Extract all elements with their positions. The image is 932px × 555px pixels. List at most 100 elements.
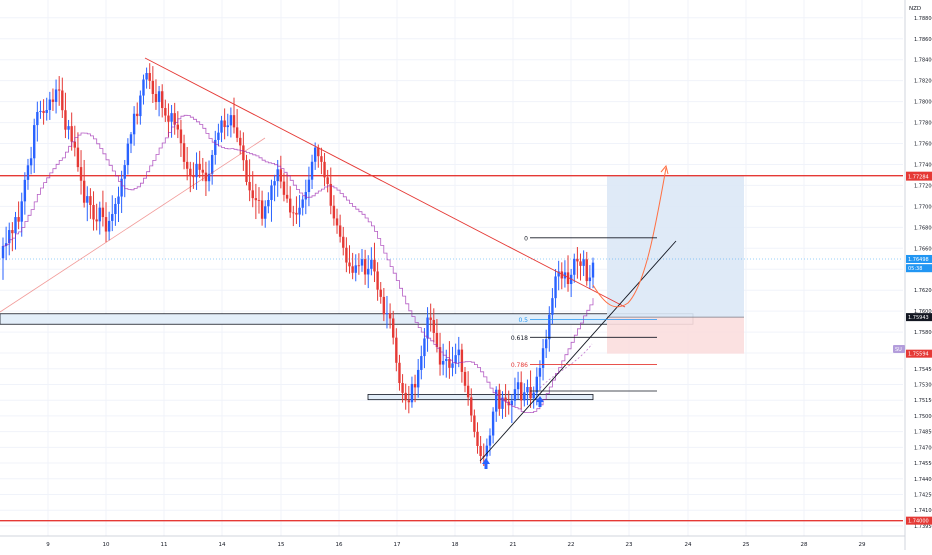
candle-body: [376, 271, 379, 290]
candle-body: [1, 245, 5, 259]
candle-body: [395, 337, 398, 363]
candle-body: [245, 160, 248, 182]
candle-body: [388, 313, 392, 319]
candle-body: [254, 198, 258, 201]
candle-body: [73, 141, 76, 148]
candle-body: [544, 339, 548, 349]
candle-body: [398, 362, 401, 384]
candle-body: [317, 147, 320, 157]
candle-body: [520, 382, 523, 401]
candle-body: [192, 176, 195, 178]
candle-body: [313, 147, 317, 162]
y-tick-label: 1.78000: [914, 100, 932, 106]
candle-body: [26, 165, 30, 180]
candle-body: [470, 397, 473, 416]
y-tick-label: 1.75800: [914, 330, 932, 336]
candle-body: [382, 296, 386, 315]
y-tick-label: 1.75150: [914, 398, 932, 404]
candle-body: [8, 230, 11, 244]
y-tick-label: 1.74700: [914, 445, 932, 451]
candle-body: [504, 397, 507, 402]
ascending-trendline: [479, 240, 677, 462]
candle-body: [76, 147, 80, 168]
price-tag-label: 1.77284: [908, 175, 929, 181]
candle-body: [566, 272, 570, 285]
candle-body: [345, 247, 348, 263]
candle-body: [379, 289, 382, 297]
candle-body: [86, 196, 89, 203]
candle-body: [264, 206, 267, 219]
price-tag-box: [906, 264, 932, 273]
candle-body: [101, 207, 105, 218]
candle-body: [57, 89, 61, 91]
candle-body: [157, 91, 161, 103]
candle-body: [148, 73, 151, 81]
candles: [1, 63, 595, 466]
candle-body: [42, 110, 45, 113]
candle-body: [370, 259, 373, 269]
candle-body: [273, 181, 276, 186]
x-tick-label: 23: [626, 542, 633, 548]
candle-body: [429, 317, 432, 320]
annotations: 0 0.5 0.618 0.786: [0, 57, 677, 469]
candle-body: [301, 199, 304, 208]
candle-body: [498, 389, 501, 409]
grid: [0, 0, 903, 536]
candle-body: [332, 205, 336, 219]
y-axis[interactable]: NZD 1.78800 1.78600 1.78400 1.78200 1.78000 1.…: [904, 0, 932, 550]
candle-body: [45, 110, 48, 113]
candle-body: [491, 411, 495, 436]
x-tick-label: 18: [452, 542, 459, 548]
candle-body: [107, 220, 111, 232]
y-tick-label: 1.74250: [914, 492, 932, 498]
candle-body: [282, 181, 286, 195]
y-tick-label: 1.78200: [914, 79, 932, 85]
candle-body: [448, 358, 451, 368]
candle-body: [548, 314, 551, 340]
y-axis-background: [905, 0, 932, 550]
y-tick-label: 1.75300: [914, 382, 932, 388]
candle-body: [270, 185, 273, 200]
fib-label: 0.5: [518, 317, 528, 324]
y-tick-label: 1.74850: [914, 430, 932, 436]
candle-body: [310, 161, 314, 180]
candle-body: [385, 313, 389, 315]
y-tick-label: 1.76800: [914, 225, 932, 231]
candle-body: [79, 167, 83, 181]
candle-body: [473, 415, 476, 432]
buy-arrow-icon: [482, 458, 490, 469]
candle-body: [288, 198, 292, 213]
x-tick-label: 14: [219, 542, 226, 548]
price-tag-box: [906, 516, 932, 525]
candle-body: [579, 261, 582, 266]
position-loss-zone: [607, 317, 744, 354]
candle-body: [441, 361, 445, 365]
candle-body: [513, 389, 517, 401]
candle-body: [360, 259, 364, 266]
candle-body: [404, 392, 407, 401]
candle-body: [210, 154, 214, 174]
price-tag-box: [906, 172, 932, 181]
candle-body: [51, 99, 55, 102]
candle-body: [198, 163, 201, 170]
candle-body: [432, 319, 435, 333]
x-tick-label: 28: [801, 542, 808, 548]
candle-body: [516, 382, 520, 390]
y-tick-label: 1.75000: [914, 414, 932, 420]
candle-body: [392, 318, 395, 338]
candle-body: [14, 217, 17, 234]
candle-body: [251, 190, 254, 199]
candle-body: [576, 258, 579, 262]
y-tick-label: 1.75450: [914, 367, 932, 373]
x-tick-label: 10: [103, 542, 110, 548]
moving-average-line: [3, 114, 594, 413]
candle-body: [54, 89, 58, 102]
candle-body: [129, 134, 133, 144]
candle-body: [36, 111, 39, 126]
candle-body: [104, 217, 108, 232]
candle-body: [279, 169, 283, 182]
x-axis[interactable]: 9 10 11 14 15 16 17 18 21 22 23 24 25 28 29: [0, 535, 905, 548]
